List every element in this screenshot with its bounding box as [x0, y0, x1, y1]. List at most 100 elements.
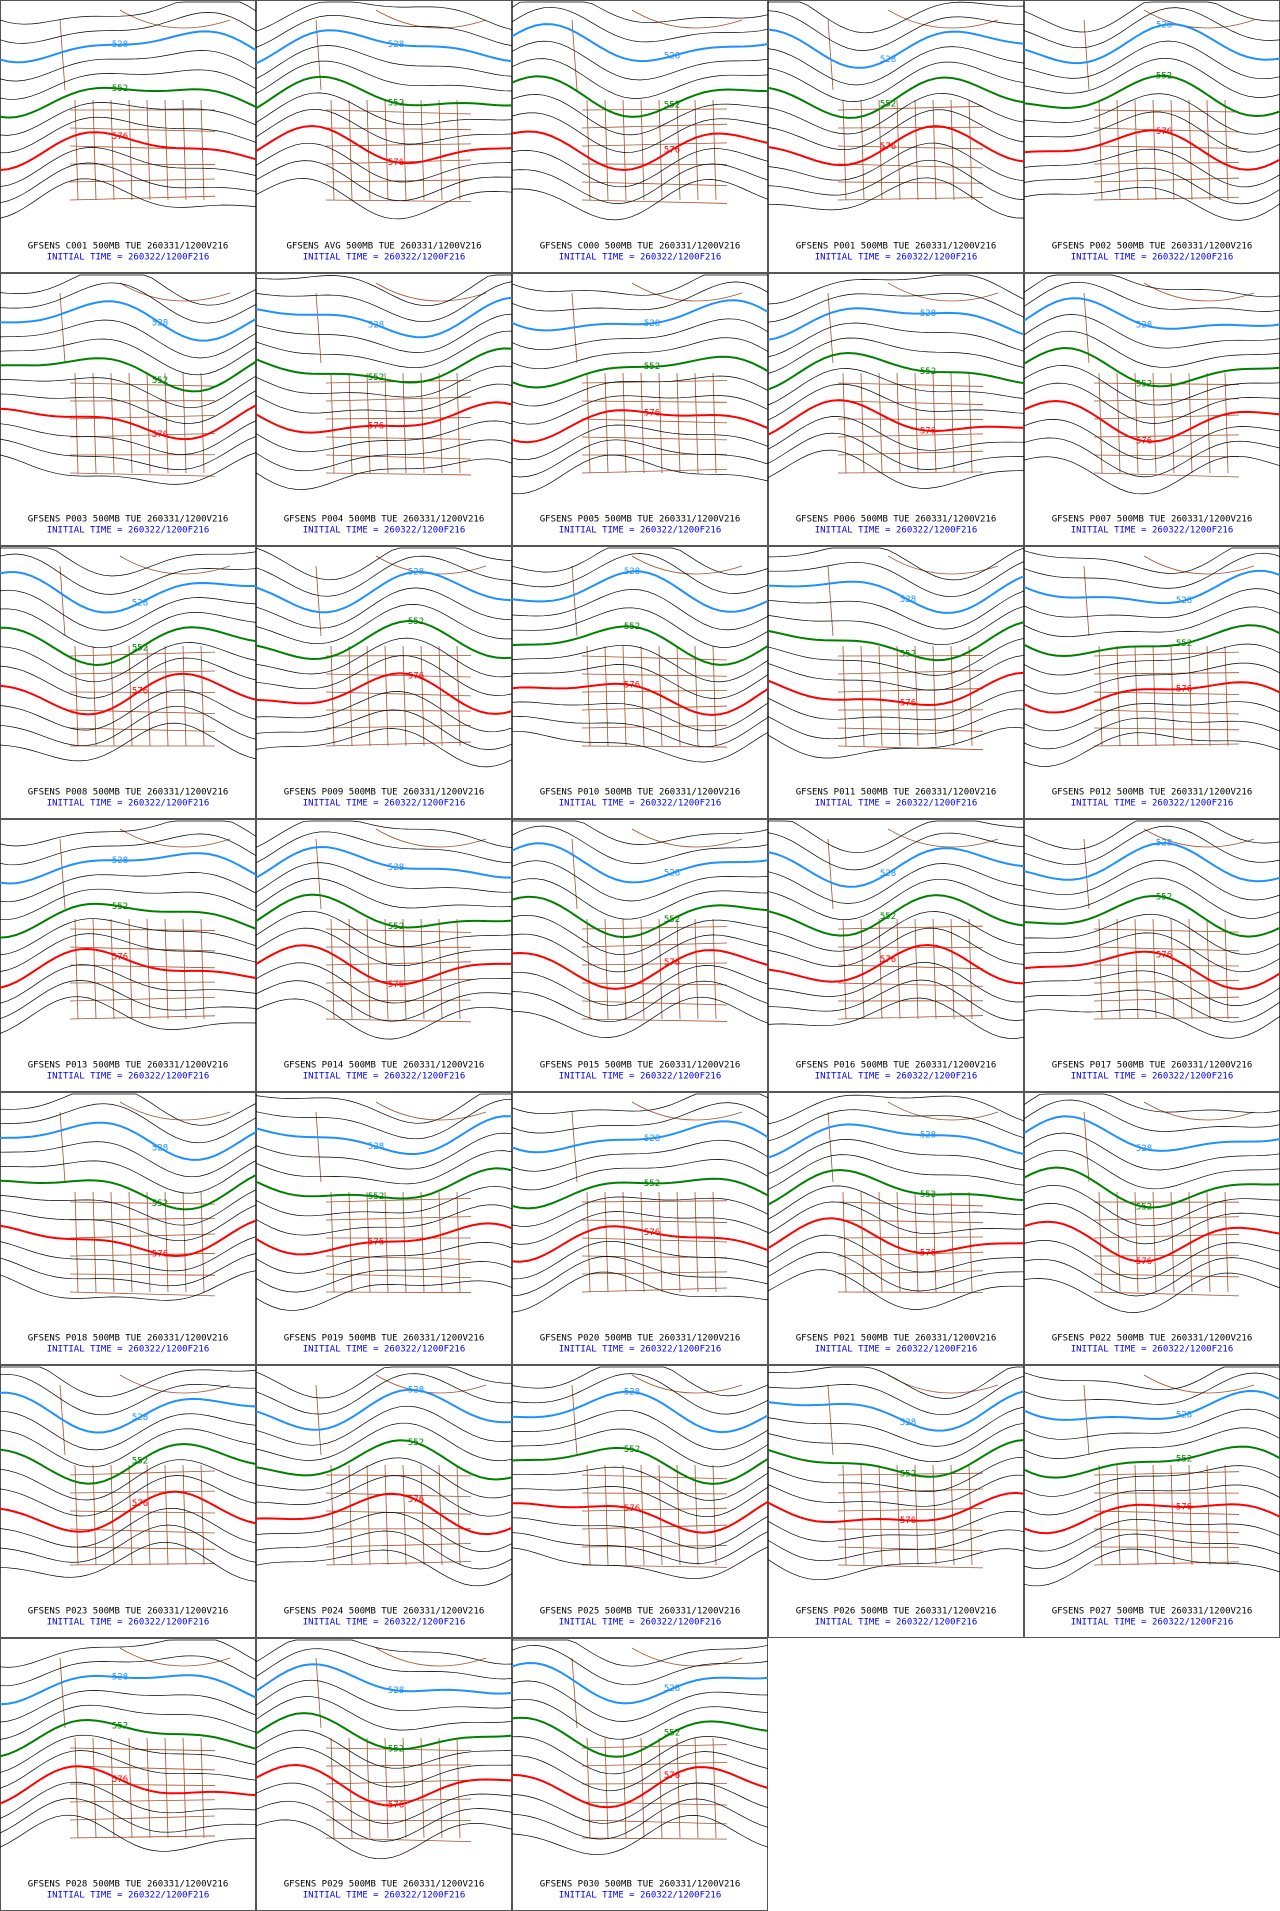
contour	[767, 878, 1025, 920]
contour	[0, 131, 257, 171]
contour-label: 552	[1156, 71, 1172, 81]
contour	[0, 642, 257, 683]
contour	[1023, 732, 1280, 767]
contour	[511, 682, 769, 717]
contour	[255, 330, 513, 369]
panel-init: INITIAL TIME = 260322/1200F216	[47, 526, 210, 536]
contour-label: 552	[900, 1469, 916, 1479]
contour-label: 552	[152, 376, 168, 386]
contour	[255, 1457, 513, 1499]
map-panel: 528 552 576 GFSENS P017 500MB TUE 260331/12…	[1023, 819, 1280, 1092]
map-panel: 528 552 576 GFSENS P029 500MB TUE 260331/12…	[255, 1638, 513, 1911]
contour	[511, 424, 769, 460]
panel-frame	[512, 273, 768, 546]
contour-label: 528	[664, 52, 680, 62]
panel-frame	[1024, 819, 1280, 1092]
contour	[0, 1174, 257, 1211]
panel-title: GFSENS P030 500MB TUE 260331/1200V216	[540, 1880, 740, 1890]
panel-init: INITIAL TIME = 260322/1200F216	[303, 799, 466, 809]
contour	[1023, 681, 1280, 714]
contour	[767, 1548, 1025, 1581]
contour	[511, 1177, 769, 1210]
coastline	[827, 1101, 999, 1293]
contour-label: 576	[1176, 1503, 1192, 1513]
map-panel: 528 552 576 GFSENS P024 500MB TUE 260331/12…	[255, 1365, 513, 1638]
contour-label: 576	[900, 1516, 916, 1526]
contour-label: 552	[112, 1721, 128, 1731]
contour	[767, 927, 1025, 967]
panel-frame	[768, 0, 1024, 273]
contour	[767, 575, 1025, 614]
contour	[511, 1515, 769, 1549]
panel-frame	[768, 273, 1024, 546]
contour	[255, 570, 513, 614]
contour-label: 576	[1156, 127, 1172, 137]
contour	[0, 178, 257, 219]
contour	[767, 383, 1025, 421]
contour	[767, 590, 1025, 630]
contour	[0, 12, 257, 44]
contour	[255, 347, 513, 384]
contour	[0, 102, 257, 136]
contour	[511, 1546, 769, 1580]
contour	[511, 1240, 769, 1280]
contour	[255, 820, 513, 848]
contour	[1023, 606, 1280, 637]
contour	[511, 1256, 769, 1297]
contour-label: 528	[132, 1413, 148, 1423]
contour	[1023, 281, 1280, 312]
contour	[0, 1507, 257, 1548]
contour-label: 528	[900, 1418, 916, 1428]
contour-label: 552	[1176, 639, 1192, 649]
contour-label: 528	[368, 320, 384, 330]
panel-init: INITIAL TIME = 260322/1200F216	[815, 1345, 978, 1355]
contour	[0, 626, 257, 667]
contour	[1023, 186, 1280, 221]
contour	[255, 672, 513, 715]
contour	[767, 943, 1025, 985]
panel-init: INITIAL TIME = 260322/1200F216	[559, 799, 722, 809]
panel-init: INITIAL TIME = 260322/1200F216	[815, 526, 978, 536]
panel-title: GFSENS P006 500MB TUE 260331/1200V216	[796, 515, 996, 525]
contour	[0, 147, 257, 187]
contour	[511, 1486, 769, 1518]
coastline	[59, 828, 231, 1020]
panel-frame	[512, 1638, 768, 1911]
contour	[511, 281, 769, 312]
contour	[511, 1225, 769, 1263]
contour-label: 528	[388, 1686, 404, 1696]
panel-init: INITIAL TIME = 260322/1200F216	[559, 1891, 722, 1901]
contour	[767, 125, 1025, 167]
contour-label: 528	[408, 1386, 424, 1396]
contour-label: 576	[644, 1228, 660, 1238]
contour	[1023, 1465, 1280, 1497]
contour	[0, 1253, 257, 1287]
contour	[255, 1511, 513, 1552]
contour	[511, 1211, 769, 1245]
contour	[0, 722, 257, 762]
coastline	[827, 555, 999, 751]
contour	[255, 1712, 513, 1751]
contour	[0, 300, 257, 342]
panel-title: GFSENS P023 500MB TUE 260331/1200V216	[28, 1607, 228, 1617]
contour	[255, 1729, 513, 1769]
contour	[255, 160, 513, 202]
contour-label: 576	[880, 955, 896, 965]
contour-label: 552	[664, 101, 680, 111]
panel-init: INITIAL TIME = 260322/1200F216	[303, 1618, 466, 1628]
contour	[255, 878, 513, 909]
contour	[511, 318, 769, 351]
contour	[255, 1800, 513, 1842]
panel-init: INITIAL TIME = 260322/1200F216	[1071, 526, 1234, 536]
contour	[0, 1236, 257, 1272]
contour	[767, 274, 1025, 305]
contour	[767, 832, 1025, 871]
contour	[511, 1736, 769, 1775]
contour	[511, 914, 769, 956]
contour	[767, 1491, 1025, 1524]
contour	[255, 75, 513, 110]
contour	[1023, 274, 1280, 298]
contour	[255, 619, 513, 661]
contour-label: 576	[920, 1248, 936, 1258]
panel-init: INITIAL TIME = 260322/1200F216	[815, 1618, 978, 1628]
